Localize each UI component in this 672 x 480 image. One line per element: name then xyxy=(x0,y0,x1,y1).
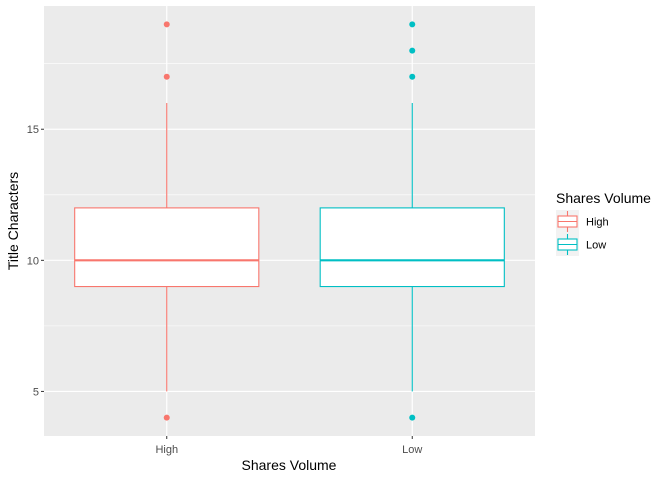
legend-title: Shares Volume xyxy=(556,190,651,206)
legend-label: Low xyxy=(586,240,606,252)
x-tick-label: High xyxy=(155,444,178,456)
x-tick-label: Low xyxy=(402,444,422,456)
outlier-point xyxy=(409,21,416,28)
y-axis: 5 10 15 xyxy=(27,124,44,398)
legend-label: High xyxy=(586,217,609,229)
outlier-point xyxy=(409,414,416,421)
boxes-layer xyxy=(74,21,505,421)
y-tick-label: 5 xyxy=(33,386,39,398)
outlier-point xyxy=(163,414,170,421)
y-tick-label: 10 xyxy=(27,255,39,267)
minor-gridlines xyxy=(44,63,535,327)
x-axis: High Low xyxy=(155,436,422,456)
x-axis-title: Shares Volume xyxy=(242,457,337,473)
box-iqr xyxy=(74,207,260,288)
outlier-point xyxy=(409,47,416,54)
outlier-point xyxy=(163,73,170,80)
outlier-point xyxy=(163,21,170,28)
y-tick-label: 15 xyxy=(27,124,39,136)
box-iqr xyxy=(319,207,505,288)
legend: Shares Volume High Low xyxy=(556,190,651,256)
y-axis-title: Title Characters xyxy=(5,172,21,270)
outlier-point xyxy=(409,73,416,80)
